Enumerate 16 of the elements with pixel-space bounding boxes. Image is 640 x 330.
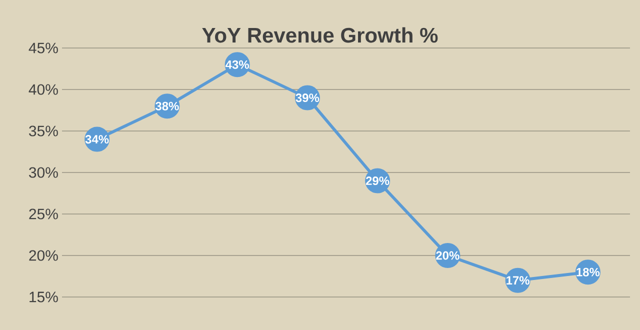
y-tick-label: 20% bbox=[29, 250, 58, 261]
y-tick-label: 40% bbox=[28, 84, 58, 95]
y-tick-label: 30% bbox=[29, 167, 58, 178]
y-tick-label: 25% bbox=[29, 208, 58, 220]
data-label: 38% bbox=[155, 102, 179, 110]
data-label: 39% bbox=[296, 94, 320, 102]
data-label: 29% bbox=[366, 176, 390, 186]
y-tick-label: 45% bbox=[28, 42, 58, 54]
y-tick-label: 15% bbox=[30, 292, 58, 302]
chart-title: YoY Revenue Growth % bbox=[202, 27, 438, 43]
y-tick-label: 35% bbox=[29, 126, 58, 136]
data-label: 17% bbox=[506, 276, 530, 285]
data-label: 34% bbox=[85, 135, 109, 144]
data-label: 43% bbox=[225, 60, 249, 69]
data-label: 20% bbox=[436, 251, 460, 260]
data-label: 18% bbox=[576, 268, 600, 276]
